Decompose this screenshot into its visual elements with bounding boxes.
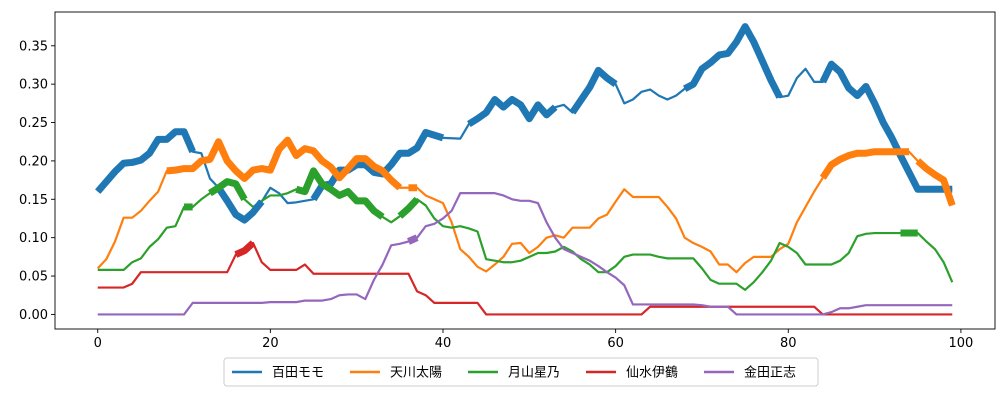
x-tick-label: 60: [607, 336, 624, 351]
highlight-segment-1-0: [166, 136, 403, 191]
plot-area: [95, 23, 956, 316]
legend-label-2: 月山星乃: [508, 366, 560, 381]
y-tick-label: 0.00: [19, 308, 48, 323]
axes-frame: [54, 11, 996, 330]
highlight-segment-0-4: [569, 66, 618, 115]
y-tick-label: 0.35: [19, 39, 48, 54]
series-line-4: [97, 192, 953, 316]
highlight-segment-4-0: [407, 234, 419, 245]
y-tick-label: 0.25: [19, 116, 48, 131]
x-tick-label: 100: [948, 336, 973, 351]
y-tick-label: 0.05: [19, 270, 48, 285]
legend: 百田モモ 天川太陽 月山星乃 仙水伊鶴 金田正志: [223, 357, 819, 387]
highlight-segment-1-3: [915, 158, 956, 207]
highlight-segment-2-1: [208, 178, 248, 201]
highlight-segment-0-1: [215, 185, 265, 224]
y-axis: 0.00 0.05 0.10 0.15 0.20 0.25 0.30 0.35: [19, 39, 55, 323]
x-axis: 0 20 40 60 80 100: [94, 329, 973, 351]
x-tick-label: 80: [780, 336, 797, 351]
highlight-segment-0-3: [467, 96, 558, 128]
legend-label-4: 金田正志: [744, 365, 796, 381]
highlight-segment-1-2: [819, 148, 910, 180]
x-tick-label: 20: [262, 336, 279, 351]
highlight-segment-2-3: [397, 196, 420, 219]
legend-label-0: 百田モモ: [272, 366, 324, 381]
x-tick-label: 40: [435, 336, 452, 351]
legend-box: [223, 357, 819, 387]
series-line-0: [96, 25, 953, 222]
legend-label-3: 仙水伊鶴: [626, 365, 678, 381]
highlight-segment-0-0: [95, 128, 196, 194]
x-tick-label: 0: [94, 336, 102, 351]
highlight-segment-3-0: [234, 240, 256, 258]
legend-label-1: 天川太陽: [390, 366, 442, 381]
y-tick-label: 0.20: [19, 154, 48, 169]
highlight-segment-0-2: [310, 129, 445, 202]
highlight-segment-0-6: [819, 60, 953, 193]
y-tick-label: 0.10: [19, 231, 48, 246]
y-tick-label: 0.15: [19, 193, 48, 208]
highlight-segment-2-2: [295, 167, 385, 220]
highlight-segment-0-5: [683, 23, 783, 99]
y-tick-label: 0.30: [19, 78, 48, 93]
